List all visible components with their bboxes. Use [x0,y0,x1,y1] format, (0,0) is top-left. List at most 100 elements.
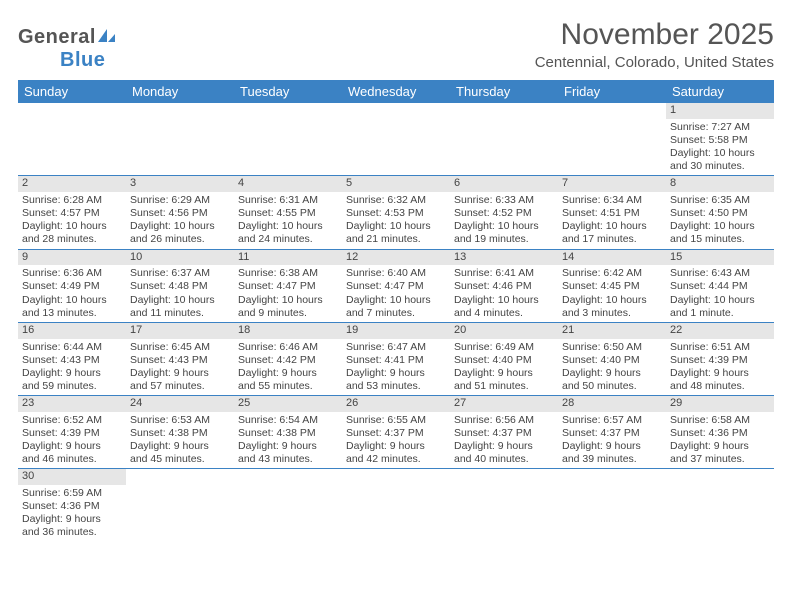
location: Centennial, Colorado, United States [535,54,774,71]
day-day1: Daylight: 9 hours [130,367,230,380]
day-number: 20 [450,323,558,339]
day-cell: 24Sunrise: 6:53 AMSunset: 4:38 PMDayligh… [126,396,234,468]
week-row: 1Sunrise: 7:27 AMSunset: 5:58 PMDaylight… [18,103,774,176]
day-day2: and 59 minutes. [22,380,122,393]
weeks-container: 1Sunrise: 7:27 AMSunset: 5:58 PMDaylight… [18,103,774,542]
day-number: 10 [126,250,234,266]
day-day1: Daylight: 10 hours [238,294,338,307]
day-info: Sunrise: 6:58 AMSunset: 4:36 PMDaylight:… [666,412,774,469]
day-info: Sunrise: 6:43 AMSunset: 4:44 PMDaylight:… [666,265,774,322]
day-day1: Daylight: 10 hours [454,220,554,233]
day-sunrise: Sunrise: 7:27 AM [670,121,770,134]
day-sunset: Sunset: 4:46 PM [454,280,554,293]
day-sunset: Sunset: 4:39 PM [22,427,122,440]
day-cell [450,103,558,175]
day-day1: Daylight: 10 hours [22,220,122,233]
day-day2: and 26 minutes. [130,233,230,246]
day-day2: and 28 minutes. [22,233,122,246]
week-row: 2Sunrise: 6:28 AMSunset: 4:57 PMDaylight… [18,176,774,249]
weekday-header: Thursday [450,80,558,103]
day-number: 26 [342,396,450,412]
day-day2: and 42 minutes. [346,453,446,466]
day-cell: 16Sunrise: 6:44 AMSunset: 4:43 PMDayligh… [18,323,126,395]
day-day1: Daylight: 10 hours [130,220,230,233]
day-sunrise: Sunrise: 6:40 AM [346,267,446,280]
day-sunrise: Sunrise: 6:59 AM [22,487,122,500]
day-cell: 20Sunrise: 6:49 AMSunset: 4:40 PMDayligh… [450,323,558,395]
logo-sail-icon [98,26,116,48]
day-cell: 9Sunrise: 6:36 AMSunset: 4:49 PMDaylight… [18,250,126,322]
day-cell: 17Sunrise: 6:45 AMSunset: 4:43 PMDayligh… [126,323,234,395]
day-sunrise: Sunrise: 6:49 AM [454,341,554,354]
day-day2: and 50 minutes. [562,380,662,393]
day-sunset: Sunset: 4:51 PM [562,207,662,220]
day-number: 4 [234,176,342,192]
day-sunset: Sunset: 4:57 PM [22,207,122,220]
day-sunrise: Sunrise: 6:32 AM [346,194,446,207]
day-sunset: Sunset: 4:48 PM [130,280,230,293]
day-cell [558,469,666,541]
week-row: 23Sunrise: 6:52 AMSunset: 4:39 PMDayligh… [18,396,774,469]
day-day1: Daylight: 9 hours [562,367,662,380]
day-day1: Daylight: 10 hours [346,220,446,233]
day-info: Sunrise: 6:52 AMSunset: 4:39 PMDaylight:… [18,412,126,469]
day-day2: and 19 minutes. [454,233,554,246]
day-sunset: Sunset: 4:41 PM [346,354,446,367]
day-sunset: Sunset: 4:44 PM [670,280,770,293]
day-day2: and 57 minutes. [130,380,230,393]
day-sunset: Sunset: 4:36 PM [22,500,122,513]
day-info: Sunrise: 6:34 AMSunset: 4:51 PMDaylight:… [558,192,666,249]
day-day2: and 36 minutes. [22,526,122,539]
day-sunset: Sunset: 4:47 PM [346,280,446,293]
day-cell [126,469,234,541]
day-cell: 23Sunrise: 6:52 AMSunset: 4:39 PMDayligh… [18,396,126,468]
day-day2: and 15 minutes. [670,233,770,246]
day-info: Sunrise: 6:44 AMSunset: 4:43 PMDaylight:… [18,339,126,396]
day-sunrise: Sunrise: 6:58 AM [670,414,770,427]
day-cell: 26Sunrise: 6:55 AMSunset: 4:37 PMDayligh… [342,396,450,468]
day-number: 11 [234,250,342,266]
day-sunset: Sunset: 4:42 PM [238,354,338,367]
title-block: November 2025 Centennial, Colorado, Unit… [535,18,774,71]
day-number: 29 [666,396,774,412]
weekday-header-row: SundayMondayTuesdayWednesdayThursdayFrid… [18,80,774,103]
day-sunrise: Sunrise: 6:36 AM [22,267,122,280]
day-number: 7 [558,176,666,192]
day-number: 3 [126,176,234,192]
day-day2: and 9 minutes. [238,307,338,320]
day-cell: 27Sunrise: 6:56 AMSunset: 4:37 PMDayligh… [450,396,558,468]
day-sunrise: Sunrise: 6:38 AM [238,267,338,280]
day-sunrise: Sunrise: 6:28 AM [22,194,122,207]
day-day1: Daylight: 9 hours [346,440,446,453]
day-sunset: Sunset: 4:56 PM [130,207,230,220]
day-cell: 5Sunrise: 6:32 AMSunset: 4:53 PMDaylight… [342,176,450,248]
day-day1: Daylight: 9 hours [562,440,662,453]
day-sunset: Sunset: 4:39 PM [670,354,770,367]
day-number: 1 [666,103,774,119]
day-sunrise: Sunrise: 6:45 AM [130,341,230,354]
day-cell: 4Sunrise: 6:31 AMSunset: 4:55 PMDaylight… [234,176,342,248]
day-info: Sunrise: 6:46 AMSunset: 4:42 PMDaylight:… [234,339,342,396]
day-info: Sunrise: 6:56 AMSunset: 4:37 PMDaylight:… [450,412,558,469]
day-info: Sunrise: 6:53 AMSunset: 4:38 PMDaylight:… [126,412,234,469]
day-info: Sunrise: 6:54 AMSunset: 4:38 PMDaylight:… [234,412,342,469]
day-sunrise: Sunrise: 6:56 AM [454,414,554,427]
day-day2: and 45 minutes. [130,453,230,466]
day-day1: Daylight: 10 hours [670,147,770,160]
day-day2: and 3 minutes. [562,307,662,320]
day-cell: 7Sunrise: 6:34 AMSunset: 4:51 PMDaylight… [558,176,666,248]
day-sunset: Sunset: 4:53 PM [346,207,446,220]
day-number: 23 [18,396,126,412]
week-row: 9Sunrise: 6:36 AMSunset: 4:49 PMDaylight… [18,250,774,323]
day-info: Sunrise: 6:47 AMSunset: 4:41 PMDaylight:… [342,339,450,396]
day-cell: 18Sunrise: 6:46 AMSunset: 4:42 PMDayligh… [234,323,342,395]
header: GeneralBlue November 2025 Centennial, Co… [18,18,774,72]
day-cell: 25Sunrise: 6:54 AMSunset: 4:38 PMDayligh… [234,396,342,468]
day-sunrise: Sunrise: 6:42 AM [562,267,662,280]
day-sunset: Sunset: 4:49 PM [22,280,122,293]
day-day2: and 53 minutes. [346,380,446,393]
day-number: 25 [234,396,342,412]
day-info: Sunrise: 6:33 AMSunset: 4:52 PMDaylight:… [450,192,558,249]
day-day1: Daylight: 9 hours [670,367,770,380]
day-cell: 2Sunrise: 6:28 AMSunset: 4:57 PMDaylight… [18,176,126,248]
